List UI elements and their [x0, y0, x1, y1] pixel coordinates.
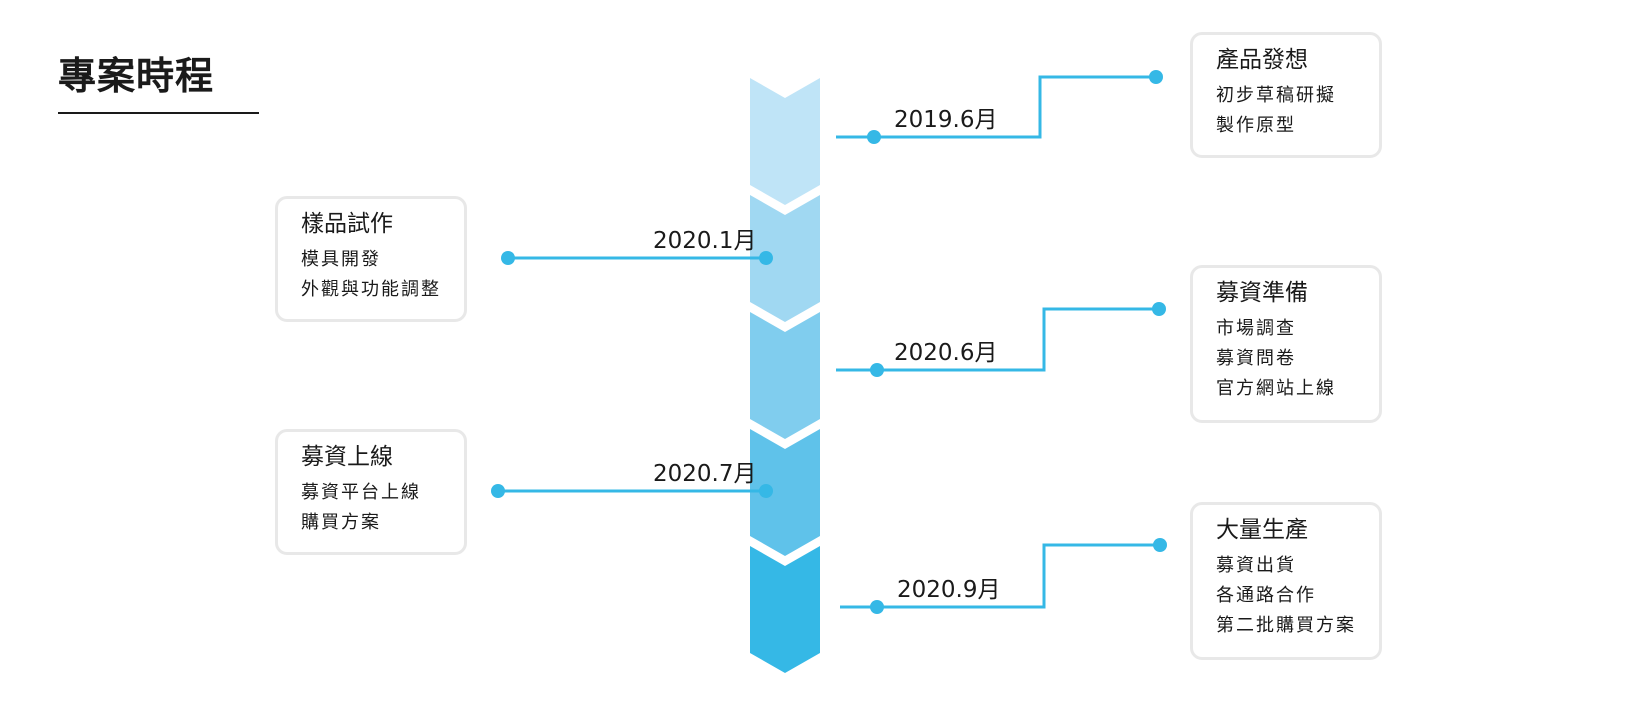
arrow-segment-1 — [750, 78, 820, 205]
card-item: 第二批購買方案 — [1216, 615, 1356, 636]
card-title: 募資準備 — [1216, 280, 1308, 306]
milestone-card-5: 大量生產 募資出貨 各通路合作 第二批購買方案 — [1190, 502, 1382, 660]
card-item: 募資出貨 — [1216, 555, 1296, 576]
milestone-date-2: 2020.1月 — [653, 228, 757, 254]
card-title: 產品發想 — [1216, 47, 1308, 73]
arrow-segment-3 — [750, 312, 820, 439]
dot-4-end — [759, 484, 773, 498]
dot-1-end — [1149, 70, 1163, 84]
connector-3 — [836, 307, 1159, 372]
connector-5 — [840, 543, 1160, 609]
arrow-segment-2 — [750, 195, 820, 322]
milestone-date-1: 2019.6月 — [894, 107, 998, 133]
card-item: 募資平台上線 — [301, 482, 421, 503]
arrow-segment-4 — [750, 429, 820, 556]
milestone-card-2: 樣品試作 模具開發 外觀與功能調整 — [275, 196, 467, 322]
milestone-date-4: 2020.7月 — [653, 461, 757, 487]
milestone-card-1: 產品發想 初步草稿研擬 製作原型 — [1190, 32, 1382, 158]
title-underline — [58, 112, 259, 114]
page-title: 專案時程 — [58, 54, 215, 98]
card-item: 外觀與功能調整 — [301, 279, 441, 300]
dot-2-end — [759, 251, 773, 265]
dot-4-start — [491, 484, 505, 498]
dot-1-start — [867, 130, 881, 144]
arrow-segment-5 — [750, 546, 820, 673]
milestone-date-5: 2020.9月 — [897, 577, 1001, 603]
card-title: 募資上線 — [301, 444, 393, 470]
card-item: 市場調查 — [1216, 318, 1296, 339]
milestone-date-3: 2020.6月 — [894, 340, 998, 366]
dot-5-start — [870, 600, 884, 614]
card-item: 初步草稿研擬 — [1216, 85, 1336, 106]
card-item: 官方網站上線 — [1216, 378, 1336, 399]
card-title: 樣品試作 — [301, 211, 393, 237]
card-item: 購買方案 — [301, 512, 381, 533]
milestone-card-4: 募資上線 募資平台上線 購買方案 — [275, 429, 467, 555]
card-item: 各通路合作 — [1216, 585, 1316, 606]
card-item: 模具開發 — [301, 249, 381, 270]
dot-2-start — [501, 251, 515, 265]
milestone-card-3: 募資準備 市場調查 募資問卷 官方網站上線 — [1190, 265, 1382, 423]
dot-3-start — [870, 363, 884, 377]
card-item: 募資問卷 — [1216, 348, 1296, 369]
connector-1 — [836, 75, 1156, 139]
dot-3-end — [1152, 302, 1166, 316]
card-item: 製作原型 — [1216, 115, 1296, 136]
dot-5-end — [1153, 538, 1167, 552]
card-title: 大量生產 — [1216, 517, 1308, 543]
